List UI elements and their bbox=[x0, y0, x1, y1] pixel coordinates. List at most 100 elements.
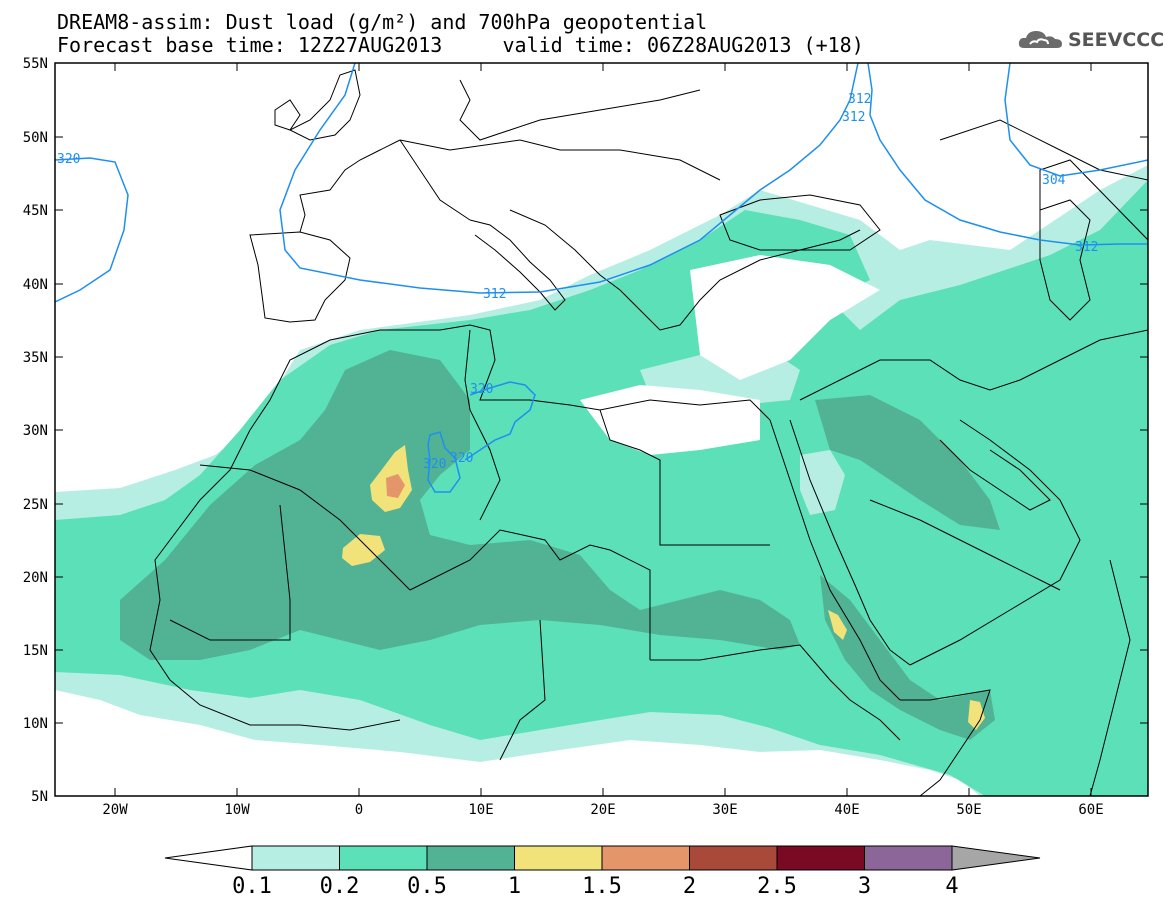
border-europe-1 bbox=[399, 139, 471, 221]
colorbar-swatch bbox=[426, 845, 515, 871]
contour-label: 320 bbox=[423, 457, 446, 472]
coastline-balkans bbox=[509, 209, 861, 331]
colorbar-label: 0.1 bbox=[232, 874, 272, 899]
coastline-iberia bbox=[249, 231, 351, 323]
lat-label: 45N bbox=[23, 203, 48, 219]
lon-label: 10W bbox=[224, 802, 250, 818]
cloud-icon bbox=[1018, 31, 1062, 48]
lat-label: 15N bbox=[23, 643, 48, 659]
coastlines bbox=[149, 69, 1148, 796]
coastline-black-sea bbox=[719, 194, 881, 251]
seevccc-logo: SEEVCCC bbox=[1018, 28, 1164, 52]
lon-label: 20W bbox=[102, 802, 128, 818]
coastline-west-africa bbox=[149, 429, 401, 731]
lat-label: 5N bbox=[31, 789, 48, 805]
lat-label: 40N bbox=[23, 277, 48, 293]
lat-label: 20N bbox=[23, 570, 48, 586]
dust-area-level-1-south bbox=[342, 534, 385, 566]
border-arabia bbox=[869, 499, 1061, 591]
colorbar-label: 3 bbox=[858, 874, 871, 899]
colorbar-labels: 0.1 0.2 0.5 1 1.5 2 2.5 3 4 bbox=[232, 874, 959, 899]
border-middle-east bbox=[799, 329, 1148, 401]
colorbar-label: 0.2 bbox=[320, 874, 360, 899]
colorbar-swatch bbox=[689, 845, 778, 871]
colorbar-swatch bbox=[251, 845, 340, 871]
contour-label: 320 bbox=[57, 152, 80, 167]
lon-label: 30E bbox=[712, 802, 737, 818]
contour-label: 312 bbox=[848, 92, 871, 107]
geopotential-contours bbox=[55, 63, 1148, 493]
dust-area-level-1-5 bbox=[386, 474, 405, 498]
border-sahara-1 bbox=[199, 464, 411, 591]
lat-label: 50N bbox=[23, 130, 48, 146]
dust-area-level-0-5-west bbox=[120, 350, 800, 660]
contour-label: 312 bbox=[842, 110, 865, 125]
lat-label: 10N bbox=[23, 716, 48, 732]
colorbar-label: 0.5 bbox=[407, 874, 447, 899]
contour-labels: 320 312 312 312 304 312 320 320 320 bbox=[57, 92, 1098, 472]
dust-area-level-1-somalia bbox=[968, 700, 985, 730]
colorbar-label: 1.5 bbox=[582, 874, 622, 899]
contour-320-west bbox=[55, 157, 129, 303]
coastline-india bbox=[1089, 559, 1131, 796]
contour-320-sahara bbox=[464, 381, 536, 461]
colorbar-high-arrow bbox=[951, 845, 1041, 871]
lat-label: 35N bbox=[23, 350, 48, 366]
coastline-arabia bbox=[909, 419, 1081, 666]
lon-label: 0 bbox=[355, 802, 363, 818]
lat-label: 55N bbox=[23, 56, 48, 72]
dust-area-level-1-red-sea bbox=[828, 610, 847, 640]
coastline-britain bbox=[288, 69, 361, 141]
border-sahara-3 bbox=[409, 529, 651, 660]
colorbar-swatch bbox=[514, 845, 603, 871]
colorbar-label: 2.5 bbox=[757, 874, 797, 899]
coastline-red-sea-east bbox=[789, 419, 911, 666]
contour-312-main bbox=[279, 63, 859, 294]
contour-label: 320 bbox=[470, 382, 493, 397]
border-europe-3 bbox=[459, 79, 701, 141]
contour-label: 312 bbox=[1075, 240, 1098, 255]
coastline-persian-gulf bbox=[939, 439, 1051, 511]
dust-area-level-0-5-arabia bbox=[815, 395, 1000, 530]
border-sahara-4 bbox=[464, 329, 501, 521]
contour-304 bbox=[1004, 63, 1148, 177]
colorbar-swatch bbox=[776, 845, 865, 871]
border-sahara-2 bbox=[169, 504, 291, 641]
lon-label: 40E bbox=[834, 802, 859, 818]
clear-area-central-sahara bbox=[800, 450, 845, 515]
border-sahara-5 bbox=[599, 409, 770, 546]
lat-label: 30N bbox=[23, 423, 48, 439]
lon-label: 60E bbox=[1078, 802, 1103, 818]
coastline-horn bbox=[900, 689, 991, 796]
border-asia-1 bbox=[939, 119, 1148, 181]
coastline-france bbox=[299, 139, 401, 233]
lon-label: 20E bbox=[590, 802, 615, 818]
tick-marks bbox=[55, 62, 1148, 797]
latitude-labels: 55N 50N 45N 40N 35N 30N 25N 20N 15N 10N … bbox=[23, 56, 48, 805]
contour-label: 304 bbox=[1042, 173, 1066, 188]
lon-label: 10E bbox=[468, 802, 493, 818]
colorbar: 0.1 0.2 0.5 1 1.5 2 2.5 3 4 bbox=[164, 845, 1041, 899]
colorbar-label: 4 bbox=[945, 874, 958, 899]
colorbar-swatch bbox=[601, 845, 690, 871]
contour-label: 320 bbox=[450, 451, 473, 466]
contour-label: 312 bbox=[483, 287, 506, 302]
lat-label: 25N bbox=[23, 497, 48, 513]
border-asia-2 bbox=[1039, 159, 1148, 241]
logo-text: SEEVCCC bbox=[1068, 29, 1165, 51]
dust-area-level-0-5-horn bbox=[820, 575, 995, 740]
coastline-caspian bbox=[1039, 199, 1091, 321]
lon-label: 50E bbox=[956, 802, 981, 818]
dust-fields bbox=[55, 165, 1148, 796]
longitude-labels: 20W 10W 0 10E 20E 30E 40E 50E 60E bbox=[102, 802, 1103, 818]
colorbar-label: 2 bbox=[683, 874, 696, 899]
border-sahara-6 bbox=[499, 619, 546, 761]
colorbar-low-arrow bbox=[164, 845, 253, 871]
colorbar-swatches bbox=[251, 845, 953, 871]
map-title: DREAM8-assim: Dust load (g/m²) and 700hP… bbox=[57, 10, 708, 34]
contour-320-sahara-2 bbox=[427, 431, 461, 493]
map-subtitle: Forecast base time: 12Z27AUG2013 valid t… bbox=[57, 33, 864, 57]
border-east-africa bbox=[650, 644, 901, 741]
clear-area-levant bbox=[580, 385, 760, 455]
